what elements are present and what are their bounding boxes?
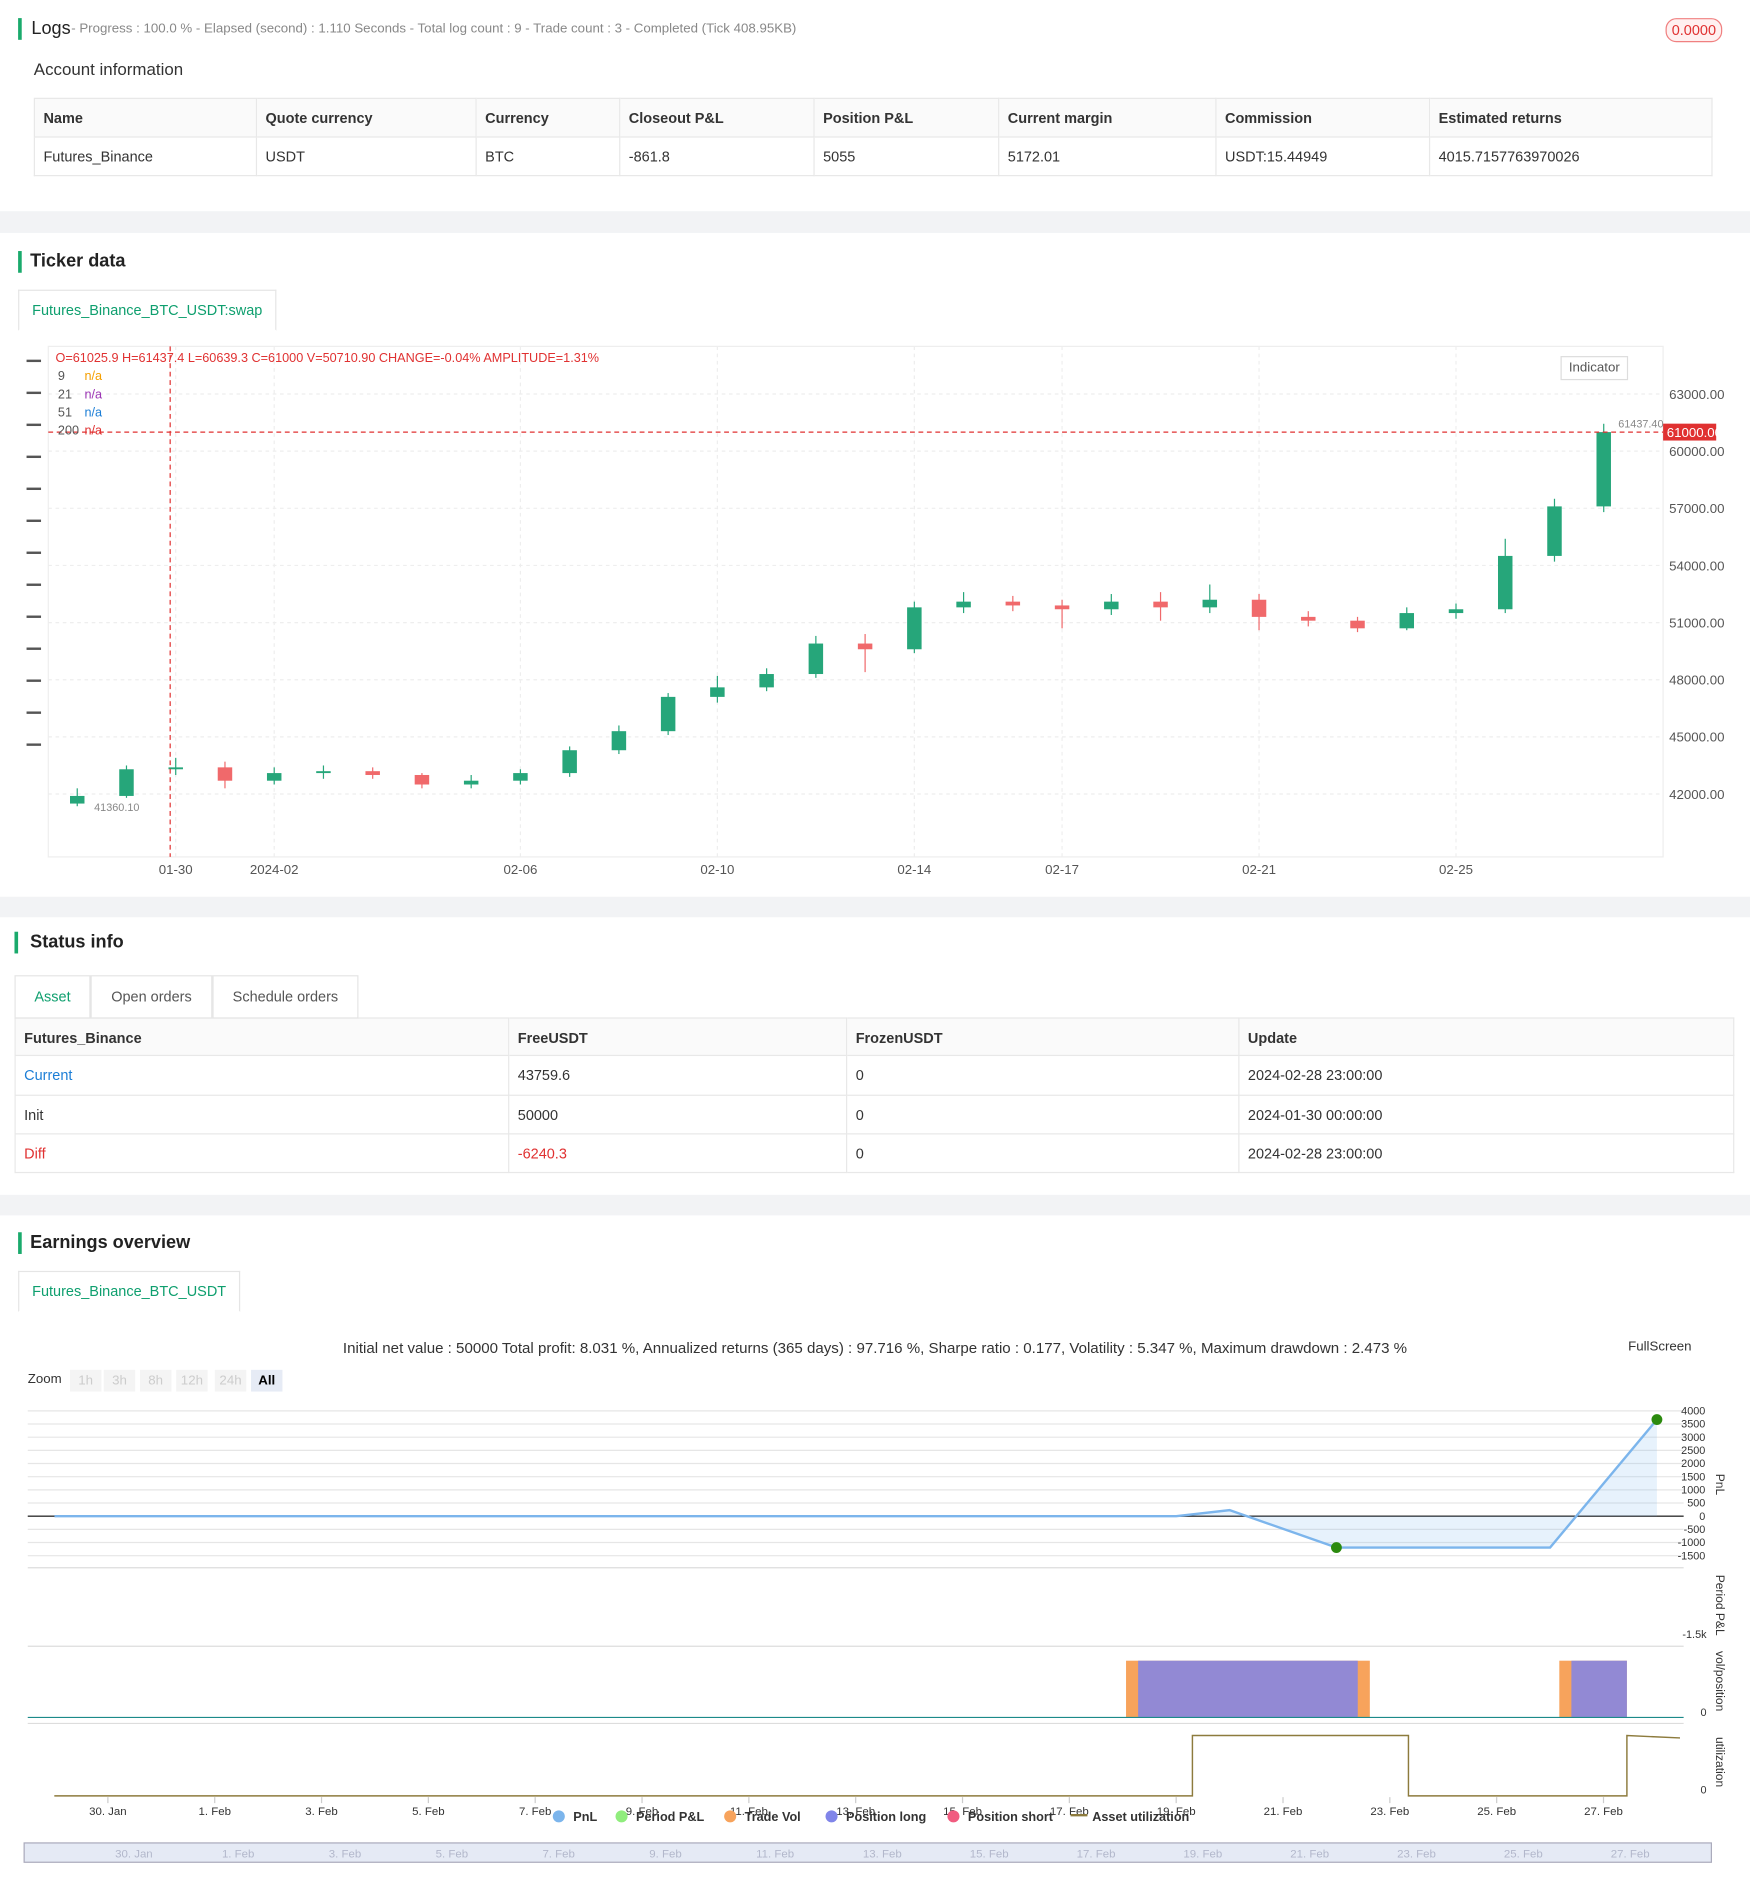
table-header: Estimated returns (1430, 97, 1713, 137)
table-header: Futures_Binance (14, 1017, 510, 1057)
zoom-label: Zoom (27, 1372, 62, 1387)
earnings-tab[interactable]: Futures_Binance_BTC_USDT (18, 1270, 241, 1312)
table-header: Quote currency (257, 97, 477, 137)
table-cell: Init (14, 1095, 510, 1135)
status-tab[interactable]: Asset (14, 975, 91, 1019)
table-cell: 2024-02-28 23:00:00 (1239, 1056, 1735, 1096)
table-cell: USDT (257, 136, 477, 177)
zoom-button[interactable]: 3h (103, 1369, 136, 1392)
table-cell: 50000 (509, 1095, 848, 1135)
zoom-button[interactable]: 24h (214, 1369, 247, 1392)
zoom-button[interactable]: 8h (140, 1369, 172, 1392)
table-cell: 2024-01-30 00:00:00 (1239, 1095, 1735, 1135)
table-cell: 5172.01 (999, 136, 1217, 177)
account-title: Account information (33, 59, 184, 79)
zoom-button[interactable]: 12h (176, 1369, 208, 1392)
table-header: Name (33, 97, 258, 137)
table-cell: BTC (476, 136, 621, 177)
table-header: Currency (476, 97, 621, 137)
accent (18, 251, 22, 273)
ticker-title: Ticker data (30, 251, 126, 272)
logs-title: Logs (31, 18, 71, 39)
earnings-card (0, 1215, 1750, 1892)
table-cell: USDT:15.44949 (1216, 136, 1431, 177)
ticker-card (0, 232, 1750, 897)
ticker-tab[interactable]: Futures_Binance_BTC_USDT:swap (18, 289, 277, 331)
table-cell: -861.8 (620, 136, 815, 177)
table-cell: 2024-02-28 23:00:00 (1239, 1134, 1735, 1174)
status-title: Status info (30, 931, 124, 953)
accent (18, 1232, 22, 1254)
table-cell: 4015.7157763970026 (1430, 136, 1713, 177)
zoom-button[interactable]: 1h (70, 1369, 102, 1392)
badge: 0.0000 (1665, 18, 1723, 43)
table-cell: 43759.6 (509, 1056, 848, 1096)
table-cell: 0 (847, 1095, 1240, 1135)
table-cell: 5055 (814, 136, 1000, 177)
table-header: FreeUSDT (509, 1017, 848, 1057)
fullscreen-button[interactable]: FullScreen (1628, 1339, 1692, 1355)
table-cell: 0 (847, 1134, 1240, 1174)
table-cell: Current (14, 1056, 510, 1096)
accent (18, 18, 22, 40)
table-header: Update (1239, 1017, 1735, 1057)
indicator-button[interactable]: Indicator (1560, 356, 1629, 381)
table-cell: Futures_Binance (33, 136, 258, 177)
table-cell: -6240.3 (509, 1134, 848, 1174)
table-cell: Diff (14, 1134, 510, 1174)
earnings-title: Earnings overview (30, 1232, 191, 1253)
table-header: Closeout P&L (620, 97, 815, 137)
accent (14, 931, 19, 954)
zoom-button[interactable]: All (251, 1369, 283, 1392)
table-header: Commission (1216, 97, 1431, 137)
table-cell: 0 (847, 1056, 1240, 1096)
logs-progress: - Progress : 100.0 % - Elapsed (second) … (71, 21, 797, 37)
table-header: Current margin (999, 97, 1217, 137)
status-tab[interactable]: Schedule orders (212, 975, 359, 1019)
table-header: Position P&L (814, 97, 1000, 137)
table-header: FrozenUSDT (847, 1017, 1240, 1057)
status-tab[interactable]: Open orders (90, 975, 213, 1019)
